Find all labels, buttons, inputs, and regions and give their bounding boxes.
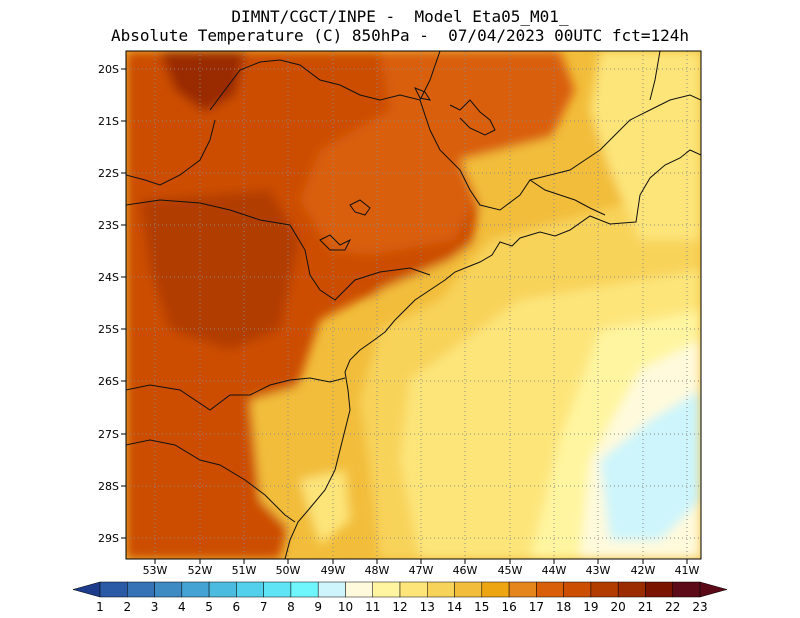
colorbar-swatch <box>617 581 646 598</box>
colorbar-swatch <box>645 581 673 598</box>
colorbar-swatch <box>563 581 592 598</box>
band-20-central <box>140 190 300 350</box>
colorbar-label: 21 <box>638 600 653 614</box>
colorbar-swatch <box>481 581 510 598</box>
band-18 <box>300 51 575 255</box>
colorbar-label: 10 <box>338 600 353 614</box>
colorbar-label: 13 <box>420 600 435 614</box>
colorbar-swatch <box>427 581 455 598</box>
reservoirs <box>319 87 496 251</box>
state-border-sc-rs <box>126 439 296 523</box>
lon-tick-label: 50W <box>276 564 301 577</box>
colorbar-label: 19 <box>583 600 598 614</box>
colorbar-arrow-right <box>699 581 728 598</box>
colorbar-swatch <box>508 581 537 598</box>
gridlines <box>126 51 701 559</box>
colorbar-label: 14 <box>447 600 462 614</box>
band-20-north <box>160 51 245 112</box>
longitude-axis: 53W 52W 51W 50W 49W 48W 47W 46W 45W 44W 43W 42W 41W <box>143 559 700 577</box>
colorbar-label: 5 <box>205 600 213 614</box>
lat-tick-label: 21S <box>98 115 119 128</box>
temperature-field <box>126 51 701 559</box>
state-border-es <box>649 51 661 101</box>
band-10 <box>600 390 701 540</box>
chart-title-line-2: Absolute Temperature (C) 850hPa - 07/04/… <box>111 26 689 45</box>
lat-tick-label: 25S <box>98 323 119 336</box>
colorbar-swatch <box>181 581 210 598</box>
colorbar-label: 12 <box>392 600 407 614</box>
colorbar-swatch <box>345 581 373 598</box>
chart-title-line-1: DIMNT/CGCT/INPE - Model Eta05_M01_ <box>231 7 569 26</box>
state-border-sp-pr <box>126 199 431 301</box>
colorbar: 1 2 3 4 5 6 7 8 9 10 11 12 13 14 15 16 17 18 19 20 21 22 23 <box>72 581 728 614</box>
lon-tick-label: 41W <box>675 564 700 577</box>
colorbar-swatch <box>290 581 319 598</box>
colorbar-label: 20 <box>611 600 626 614</box>
lon-tick-label: 52W <box>188 564 213 577</box>
lon-tick-label: 42W <box>631 564 656 577</box>
colorbar-label: 3 <box>151 600 159 614</box>
map-frame <box>125 50 702 560</box>
lon-tick-label: 45W <box>498 564 523 577</box>
state-border-rj <box>529 179 606 216</box>
coastlines-borders <box>126 51 701 559</box>
lat-tick-label: 23S <box>98 219 119 232</box>
colorbar-swatch <box>263 581 292 598</box>
colorbar-label: 11 <box>365 600 380 614</box>
band-13-south <box>300 470 350 545</box>
lat-tick-label: 22S <box>98 167 119 180</box>
colorbar-label: 18 <box>556 600 571 614</box>
lat-tick-label: 24S <box>98 271 119 284</box>
lon-tick-label: 53W <box>143 564 168 577</box>
colorbar-label: 8 <box>287 600 295 614</box>
lon-tick-label: 51W <box>232 564 257 577</box>
colorbar-swatch <box>99 581 128 598</box>
latitude-axis: 20S 21S 22S 23S 24S 25S 26S 27S 28S 29S <box>98 63 126 545</box>
state-border-pr-sc <box>126 377 346 411</box>
lat-tick-label: 28S <box>98 480 119 493</box>
colorbar-label: 1 <box>96 600 104 614</box>
band-13-northeast <box>590 51 701 240</box>
colorbar-swatch <box>317 581 346 598</box>
state-border-sp-mg <box>209 59 421 111</box>
colorbar-swatch <box>454 581 483 598</box>
colorbar-swatch <box>127 581 155 598</box>
state-border-ms <box>126 119 216 186</box>
colorbar-label: 17 <box>529 600 544 614</box>
colorbar-label: 6 <box>233 600 241 614</box>
colorbar-swatch <box>672 581 701 598</box>
lat-tick-label: 26S <box>98 375 119 388</box>
colorbar-swatch <box>399 581 428 598</box>
colorbar-label: 23 <box>692 600 707 614</box>
colorbar-label: 4 <box>178 600 186 614</box>
colorbar-label: 9 <box>314 600 322 614</box>
colorbar-swatch <box>236 581 264 598</box>
colorbar-swatch <box>372 581 401 598</box>
colorbar-label: 16 <box>501 600 516 614</box>
colorbar-swatch <box>590 581 619 598</box>
colorbar-label: 22 <box>665 600 680 614</box>
colorbar-arrow-left <box>72 581 101 598</box>
coastline <box>284 149 701 559</box>
lon-tick-label: 46W <box>453 564 478 577</box>
lat-tick-label: 20S <box>98 63 119 76</box>
lon-tick-label: 43W <box>586 564 611 577</box>
colorbar-label: 2 <box>123 600 131 614</box>
colorbar-label: 15 <box>474 600 489 614</box>
lon-tick-label: 48W <box>365 564 390 577</box>
colorbar-swatch <box>154 581 183 598</box>
colorbar-swatch <box>536 581 564 598</box>
lat-tick-label: 27S <box>98 428 119 441</box>
lon-tick-label: 49W <box>321 564 346 577</box>
lon-tick-label: 47W <box>409 564 434 577</box>
lat-tick-label: 29S <box>98 532 119 545</box>
colorbar-swatch <box>208 581 237 598</box>
lon-tick-label: 44W <box>542 564 567 577</box>
colorbar-label: 7 <box>260 600 268 614</box>
